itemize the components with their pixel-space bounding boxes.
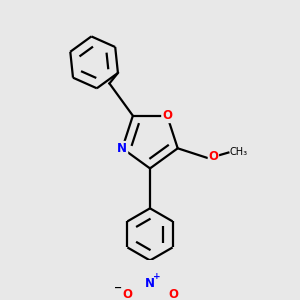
Text: O: O bbox=[162, 109, 172, 122]
Text: −: − bbox=[114, 283, 122, 292]
Text: O: O bbox=[208, 150, 218, 163]
Text: O: O bbox=[122, 288, 132, 300]
Text: N: N bbox=[117, 142, 127, 155]
Text: N: N bbox=[145, 277, 155, 290]
Text: CH₃: CH₃ bbox=[230, 147, 248, 157]
Text: O: O bbox=[168, 288, 178, 300]
Text: +: + bbox=[153, 272, 160, 281]
